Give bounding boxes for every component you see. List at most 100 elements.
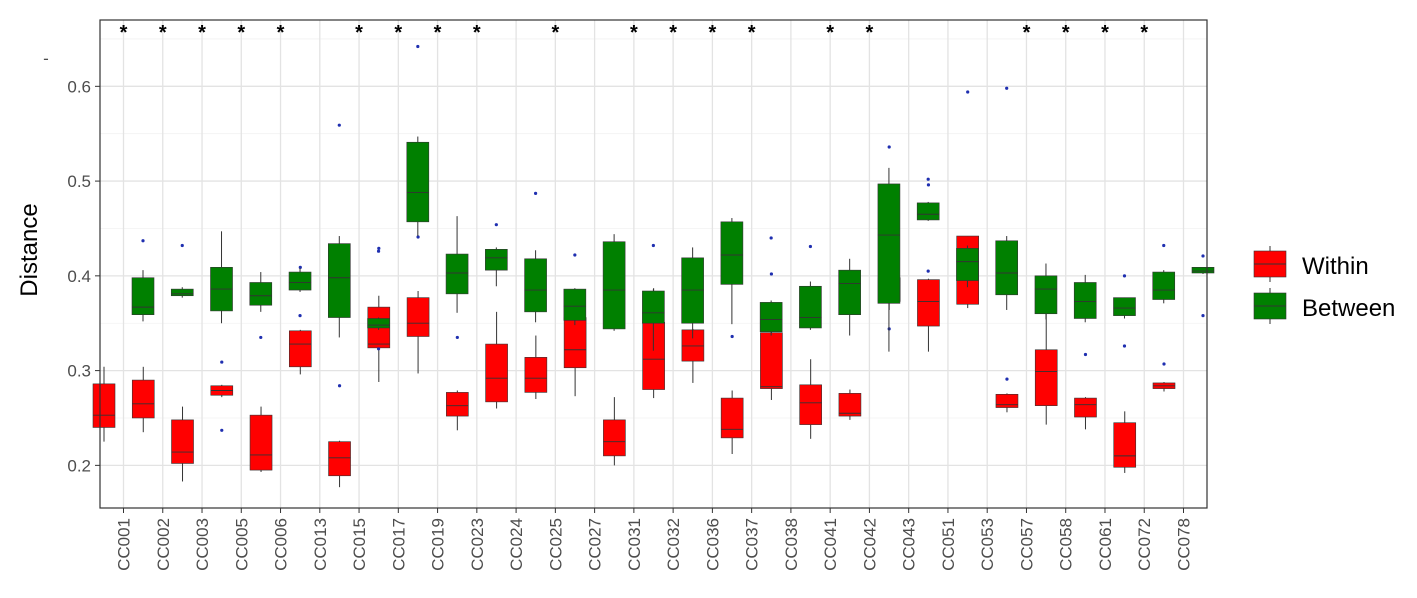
significance-star: * [237, 22, 245, 44]
outlier-point [533, 191, 538, 196]
box-within-CC006 [249, 406, 273, 472]
box-within-CC031 [603, 397, 626, 466]
box-body [524, 357, 548, 393]
outlier-point [926, 269, 930, 273]
outlier-point [494, 223, 498, 227]
box-between-CC019 [445, 216, 469, 313]
box-within-CC037 [720, 334, 744, 454]
box-body [485, 343, 508, 403]
outlier-point [416, 44, 420, 49]
y-tick-label: 0.2 [67, 456, 91, 475]
outlier-point [376, 347, 381, 351]
box-plots [92, 44, 1215, 488]
box-between-CC032 [681, 247, 704, 339]
outlier-point [926, 183, 931, 187]
box-within-CC038 [760, 272, 783, 400]
box-within-CC019 [406, 235, 430, 374]
outlier-point [377, 246, 381, 250]
outlier-point [259, 335, 263, 340]
y-axis-title: Distance [16, 203, 43, 296]
box-body [249, 414, 273, 471]
x-tick-label: CC001 [115, 518, 134, 571]
significance-star: * [866, 22, 874, 44]
x-tick-label: CC005 [232, 518, 251, 571]
box-within-CC072 [1113, 411, 1137, 473]
box-body [720, 397, 744, 439]
x-tick-label: CC058 [1057, 518, 1076, 571]
box-between-CC006 [288, 268, 312, 318]
x-tick-label: CC024 [507, 518, 526, 571]
box-between-CC002 [170, 243, 194, 298]
box-between-CC025 [563, 253, 587, 326]
outlier-point [966, 90, 970, 94]
box-between-CC038 [799, 244, 822, 330]
box-body [995, 240, 1019, 296]
box-body [1113, 422, 1137, 468]
box-body [1191, 267, 1215, 274]
box-between-CC023 [485, 223, 508, 287]
x-tick-label: CC038 [782, 518, 801, 571]
grid-lines [100, 20, 1207, 508]
box-between-CC005 [249, 272, 273, 340]
box-body [681, 257, 704, 324]
box-body [170, 288, 194, 297]
box-body [1073, 282, 1097, 319]
box-body [602, 241, 626, 330]
box-between-CC024 [524, 191, 547, 323]
box-within-CC015 [328, 384, 351, 488]
legend-label: Between [1302, 295, 1395, 322]
box-within-CC001 [92, 366, 116, 442]
box-within-CC041 [799, 359, 822, 439]
box-body [485, 249, 508, 271]
box-within-CC023 [446, 335, 469, 431]
box-between-CC037 [759, 236, 783, 336]
box-within-CC003 [171, 406, 194, 482]
x-tick-label: CC031 [625, 518, 644, 571]
box-body [92, 383, 116, 428]
outlier-point [1162, 243, 1166, 248]
y-tick-label: 0.3 [67, 362, 91, 381]
significance-star: * [159, 22, 167, 44]
x-tick-label: CC036 [703, 518, 722, 571]
outlier-point [730, 334, 734, 339]
significance-star: * [120, 22, 128, 44]
box-body [799, 285, 822, 329]
box-within-CC042 [838, 389, 862, 420]
outlier-point [1005, 377, 1009, 381]
box-body [131, 277, 155, 315]
outlier-point [1201, 254, 1205, 258]
outlier-point [337, 384, 342, 388]
significance-star: * [198, 22, 206, 44]
significance-star: * [394, 22, 402, 44]
box-body [759, 302, 783, 333]
box-body [917, 279, 940, 327]
significance-star: * [1023, 22, 1031, 44]
x-tick-label: CC025 [546, 518, 565, 571]
box-body [877, 183, 901, 304]
box-body [446, 392, 469, 417]
box-within-CC078 [1152, 362, 1176, 392]
x-tick-label: CC053 [978, 518, 997, 571]
box-body [1034, 275, 1058, 315]
box-within-CC013 [288, 265, 312, 375]
box-within-CC005 [210, 360, 234, 432]
plot-panel-border [99, 19, 1208, 509]
significance-star: * [1101, 22, 1109, 44]
outlier-point [1122, 274, 1127, 278]
significance-star: * [748, 22, 756, 44]
legend-item-within: Within [1253, 246, 1369, 282]
x-tick-label: CC072 [1135, 518, 1154, 571]
y-tick-label: 0.5 [67, 172, 91, 191]
outlier-point [220, 360, 224, 364]
box-body [838, 393, 862, 417]
box-between-CC001 [131, 239, 155, 322]
outlier-point [298, 314, 302, 318]
significance-star: * [630, 22, 638, 44]
significance-star: * [1062, 22, 1070, 44]
box-body [799, 384, 822, 425]
box-body [838, 269, 861, 315]
outlier-point [1122, 344, 1127, 348]
box-body [1113, 297, 1136, 316]
y-tick-label: 0.6 [67, 77, 91, 96]
box-body [1074, 397, 1097, 418]
